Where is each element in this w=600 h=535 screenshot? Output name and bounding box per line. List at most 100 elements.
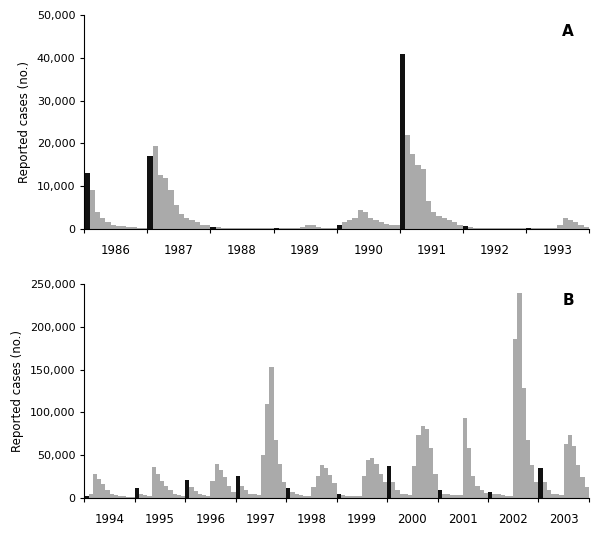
Bar — [353, 496, 358, 498]
Bar — [555, 494, 559, 498]
Bar — [216, 227, 221, 229]
Bar — [198, 493, 202, 498]
Bar — [373, 220, 379, 229]
Bar — [110, 493, 114, 498]
Bar — [274, 440, 278, 498]
Bar — [244, 490, 248, 498]
Bar — [164, 486, 169, 498]
Bar — [484, 228, 489, 229]
Bar — [463, 226, 468, 229]
Bar — [190, 220, 194, 229]
Text: 1990: 1990 — [353, 244, 383, 257]
Bar — [156, 474, 160, 498]
Text: 2002: 2002 — [499, 513, 528, 526]
Bar — [436, 216, 442, 229]
Bar — [352, 218, 358, 229]
Text: A: A — [562, 24, 574, 39]
Bar — [536, 227, 542, 229]
Bar — [202, 495, 206, 498]
Bar — [321, 227, 326, 229]
Bar — [563, 444, 568, 498]
Bar — [467, 448, 471, 498]
Bar — [101, 484, 106, 498]
Bar — [158, 175, 163, 229]
Bar — [89, 190, 95, 229]
Bar — [253, 494, 257, 498]
Bar — [526, 440, 530, 498]
Bar — [299, 495, 303, 498]
Bar — [437, 490, 442, 498]
Bar — [89, 494, 93, 498]
Bar — [557, 225, 563, 229]
Bar — [290, 492, 295, 498]
Bar — [492, 493, 496, 498]
Bar — [232, 492, 236, 498]
Bar — [200, 225, 205, 229]
Bar — [568, 220, 573, 229]
Bar — [127, 227, 131, 229]
Bar — [261, 455, 265, 498]
Text: 1989: 1989 — [290, 244, 320, 257]
Bar — [85, 496, 89, 498]
Bar — [142, 228, 148, 229]
Bar — [163, 178, 169, 229]
Bar — [363, 212, 368, 229]
Bar — [421, 169, 426, 229]
Bar — [179, 214, 184, 229]
Text: 1993: 1993 — [542, 244, 572, 257]
Bar — [135, 487, 139, 498]
Bar — [415, 165, 421, 229]
Bar — [122, 496, 127, 498]
Bar — [446, 494, 450, 498]
Bar — [211, 227, 216, 229]
Bar — [177, 495, 181, 498]
Bar — [384, 224, 389, 229]
Bar — [240, 486, 244, 498]
Bar — [169, 490, 173, 498]
Bar — [408, 495, 412, 498]
Bar — [526, 228, 531, 229]
Text: 1994: 1994 — [95, 513, 125, 526]
Bar — [341, 495, 345, 498]
Bar — [400, 54, 405, 229]
Bar — [100, 218, 106, 229]
Bar — [324, 468, 328, 498]
Text: 1986: 1986 — [101, 244, 131, 257]
Text: 1987: 1987 — [164, 244, 194, 257]
Bar — [563, 218, 568, 229]
Bar — [442, 218, 447, 229]
Bar — [282, 483, 286, 498]
Bar — [211, 480, 215, 498]
Bar — [342, 223, 347, 229]
Bar — [300, 227, 305, 229]
Bar — [457, 225, 463, 229]
Bar — [358, 210, 363, 229]
Bar — [307, 496, 311, 498]
Bar — [531, 227, 536, 229]
Bar — [370, 458, 374, 498]
Bar — [405, 135, 410, 229]
Text: 1988: 1988 — [227, 244, 257, 257]
Bar — [257, 495, 261, 498]
Text: 1992: 1992 — [479, 244, 509, 257]
Bar — [559, 495, 563, 498]
Bar — [404, 494, 408, 498]
Bar — [236, 476, 240, 498]
Bar — [85, 173, 89, 229]
Bar — [547, 490, 551, 498]
Bar — [584, 227, 589, 229]
Bar — [425, 430, 429, 498]
Bar — [387, 466, 391, 498]
Bar — [248, 493, 253, 498]
Bar — [391, 482, 395, 498]
Bar — [114, 495, 118, 498]
Text: 2003: 2003 — [549, 513, 578, 526]
Bar — [400, 493, 404, 498]
Bar — [505, 495, 509, 498]
Text: B: B — [562, 293, 574, 308]
Bar — [232, 228, 237, 229]
Bar — [426, 201, 431, 229]
Bar — [368, 218, 373, 229]
Bar — [305, 225, 310, 229]
Bar — [479, 228, 484, 229]
